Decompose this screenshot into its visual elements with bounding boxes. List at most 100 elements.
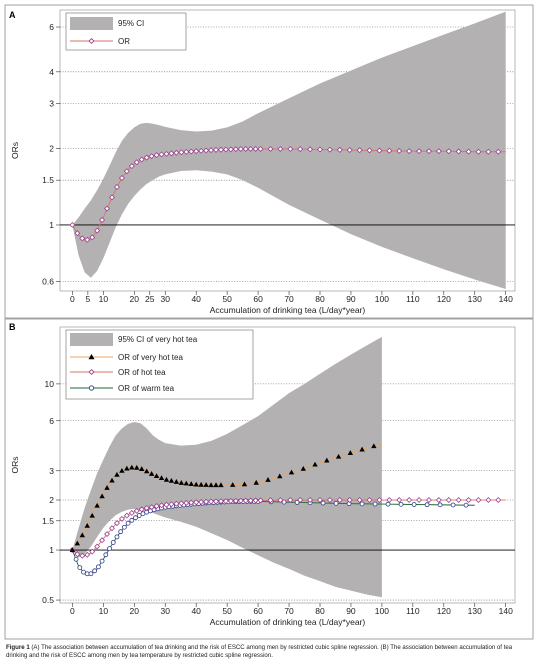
or-of-warm-tea-marker xyxy=(437,502,443,508)
or-of-hot-tea-marker xyxy=(376,497,383,503)
or-of-very-hot-tea-marker xyxy=(173,479,180,484)
x-tick-label: 50 xyxy=(222,606,232,616)
x-tick-label: 30 xyxy=(161,606,171,616)
x-tick-label: 50 xyxy=(222,294,232,304)
x-tick-label: 110 xyxy=(406,294,420,304)
or-marker xyxy=(163,150,170,157)
or-of-warm-tea-marker xyxy=(320,500,326,506)
panel-a-x-axis-label: Accumulation of drinking tea (L/day*year… xyxy=(210,305,366,315)
panel-a-series xyxy=(69,145,506,243)
panel-b-legend-very-hot-marker xyxy=(88,354,95,360)
or-of-hot-tea-marker xyxy=(435,497,442,503)
y-tick-label: 3 xyxy=(49,99,54,109)
or-of-very-hot-tea-marker xyxy=(288,469,295,475)
or-of-hot-tea-marker xyxy=(455,497,462,503)
or-of-hot-tea-marker xyxy=(326,497,333,503)
or-of-hot-tea-marker xyxy=(346,497,353,503)
or-of-very-hot-tea-marker xyxy=(109,477,115,483)
or-marker xyxy=(376,147,383,154)
or-of-hot-tea-marker xyxy=(317,497,323,503)
or-marker xyxy=(213,146,219,153)
or-of-hot-tea-marker xyxy=(104,531,111,538)
or-of-hot-tea-marker xyxy=(74,551,81,558)
panel-b: B 0.5 1 1.5 2 3 6 10 0 10 20 30 40 50 60 70 80 90 100 110… xyxy=(4,318,534,640)
or-marker xyxy=(148,153,155,160)
x-tick-label: 60 xyxy=(253,606,263,616)
or-of-hot-tea-marker xyxy=(168,501,175,508)
or-marker xyxy=(232,146,239,153)
or-marker xyxy=(356,147,363,154)
or-of-warm-tea-marker xyxy=(107,546,112,552)
x-tick-label: 110 xyxy=(406,606,420,616)
or-of-hot-tea-marker xyxy=(94,543,101,550)
or-marker xyxy=(242,145,249,152)
panel-b-y-ticks: 0.5 1 1.5 2 3 6 10 xyxy=(42,379,60,605)
figure-caption-label: Figure 1 xyxy=(6,644,30,651)
or-of-very-hot-tea-marker xyxy=(241,481,248,487)
or-of-very-hot-tea-marker xyxy=(119,467,125,473)
y-tick-label: 1 xyxy=(49,220,54,230)
or-marker xyxy=(89,234,96,241)
or-marker xyxy=(203,147,210,154)
or-of-hot-tea-marker xyxy=(153,503,160,510)
or-of-warm-tea-marker xyxy=(359,501,365,507)
or-marker xyxy=(138,156,145,163)
or-of-very-hot-tea-marker xyxy=(168,477,175,483)
or-of-hot-tea-marker xyxy=(277,497,284,504)
or-of-very-hot-tea-marker xyxy=(79,532,85,538)
or-of-hot-tea-marker xyxy=(252,497,259,504)
or-of-hot-tea-marker xyxy=(138,506,145,513)
x-tick-label: 140 xyxy=(499,294,513,304)
or-marker xyxy=(346,147,353,154)
or-marker xyxy=(425,148,432,155)
panel-a: A 0.6 1 1.5 2 3 4 6 0 5 10 20 25 30 40 50 60 70 80 90 100 1… xyxy=(4,4,534,319)
or-marker xyxy=(123,168,130,175)
or-of-hot-tea-marker xyxy=(366,497,373,503)
panel-b-x-axis-label: Accumulation of drinking tea (L/day*year… xyxy=(210,617,366,627)
panel-a-legend-or-label: OR xyxy=(118,37,130,46)
or-of-hot-tea-marker xyxy=(232,497,239,504)
or-of-warm-tea-marker xyxy=(73,556,79,562)
y-tick-label: 1.5 xyxy=(42,175,54,185)
or-of-hot-tea-marker xyxy=(217,498,224,505)
or-marker xyxy=(317,146,323,153)
or-of-hot-tea-marker xyxy=(128,509,135,516)
panel-b-x-ticks: 0 10 20 30 40 50 60 70 80 90 100 110 120 130 140 xyxy=(70,603,513,616)
x-tick-label: 80 xyxy=(315,294,325,304)
panel-a-label: A xyxy=(9,10,16,20)
or-of-hot-tea-marker xyxy=(109,525,115,532)
x-tick-label: 25 xyxy=(145,294,155,304)
panel-a-legend-ci-label: 95% CI xyxy=(118,19,144,28)
or-marker xyxy=(153,152,160,159)
or-marker xyxy=(168,150,175,157)
y-tick-label: 0.6 xyxy=(42,276,54,286)
or-of-very-hot-tea-marker xyxy=(218,482,224,488)
or-of-very-hot-tea-marker xyxy=(371,443,377,449)
or-of-hot-tea-marker xyxy=(485,497,492,503)
or-of-hot-tea-marker xyxy=(188,499,195,506)
or-of-hot-tea-marker xyxy=(287,497,294,503)
or-of-very-hot-tea-marker xyxy=(153,473,160,479)
or-marker xyxy=(128,163,135,170)
y-tick-label: 2 xyxy=(49,495,54,505)
or-of-very-hot-tea-marker xyxy=(104,485,110,490)
or-of-hot-tea-marker xyxy=(133,507,140,514)
or-of-very-hot-tea-marker xyxy=(193,481,199,487)
or-of-very-hot-tea-marker xyxy=(208,482,214,488)
or-marker xyxy=(485,148,492,155)
y-tick-label: 6 xyxy=(49,416,54,426)
or-of-hot-tea-marker xyxy=(113,520,120,527)
x-tick-label: 100 xyxy=(375,294,389,304)
x-tick-label: 80 xyxy=(315,606,325,616)
or-marker xyxy=(307,146,314,153)
panel-b-legend-warm-marker xyxy=(88,385,95,391)
x-tick-label: 5 xyxy=(85,294,90,304)
or-marker xyxy=(495,148,502,155)
x-tick-label: 40 xyxy=(191,294,201,304)
or-of-very-hot-tea-marker xyxy=(84,522,90,528)
or-of-warm-tea-marker xyxy=(114,534,120,540)
or-of-hot-tea-marker xyxy=(213,498,219,505)
panel-a-legend-or-marker xyxy=(88,37,95,45)
or-of-warm-tea-marker xyxy=(424,502,430,508)
or-of-hot-tea-marker xyxy=(193,499,200,506)
